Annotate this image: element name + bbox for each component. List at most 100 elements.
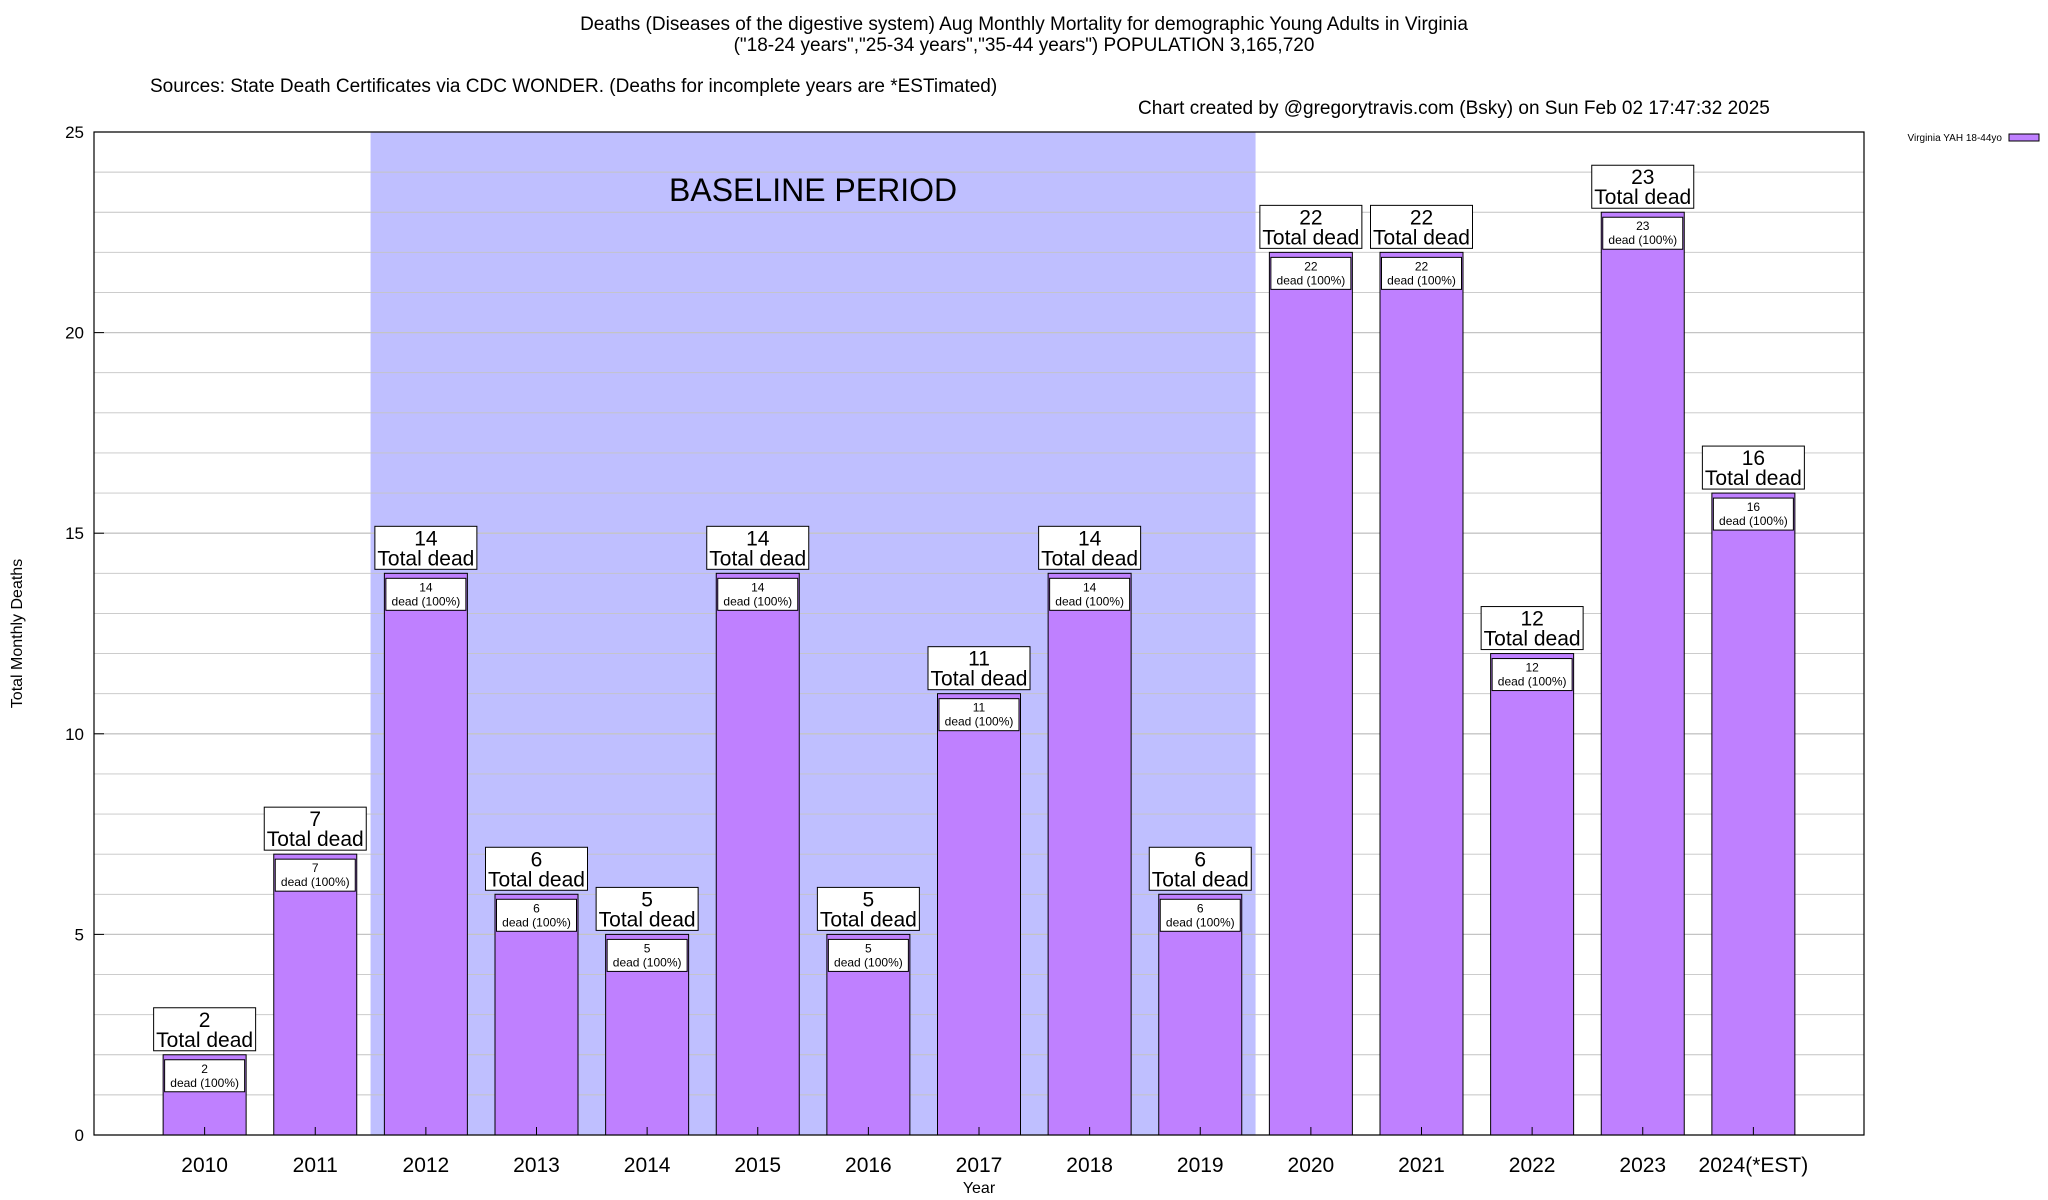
total-label-box [1370, 204, 1473, 249]
bar [1490, 653, 1575, 1136]
inner-value-label: 2 [201, 1062, 208, 1076]
inner-value-label: 22 [1415, 259, 1429, 273]
inner-percent-label: dead (100%) [1387, 273, 1456, 287]
inner-percent-label: dead (100%) [945, 715, 1014, 729]
total-value-label: 11 [968, 648, 990, 671]
total-value-label: 6 [531, 848, 543, 871]
total-value-label: 2 [199, 1009, 211, 1032]
total-label-box [1591, 164, 1695, 209]
inner-label-box [1270, 256, 1352, 290]
total-label-box [1259, 204, 1363, 249]
y-tick-label: 10 [65, 725, 84, 744]
inner-label-box [1712, 497, 1794, 531]
x-tick-label: 2013 [513, 1154, 560, 1177]
bar [383, 572, 468, 1136]
inner-label-box [274, 858, 356, 892]
total-value-label: 23 [1631, 166, 1654, 189]
x-tick-label: 2023 [1619, 1154, 1666, 1177]
inner-label-box [1159, 898, 1241, 932]
total-label-box [816, 886, 920, 931]
total-text-label: Total dead [1705, 467, 1802, 490]
source-row: Sources: State Death Certificates via CD… [0, 54, 2048, 120]
total-value-label: 6 [1194, 848, 1206, 871]
total-text-label: Total dead [1484, 628, 1581, 651]
total-label-box [1148, 846, 1252, 891]
x-tick-label: 2011 [293, 1154, 338, 1177]
inner-percent-label: dead (100%) [834, 955, 903, 969]
total-label-box [1701, 445, 1805, 490]
y-axis-label: Total Monthly Deaths [9, 559, 26, 708]
inner-percent-label: dead (100%) [502, 915, 571, 929]
x-tick-label: 2014 [624, 1154, 671, 1177]
total-text-label: Total dead [820, 908, 917, 931]
legend-label: Virginia YAH 18-44yo [1907, 133, 2002, 144]
x-tick-label: 2022 [1509, 1154, 1556, 1177]
inner-value-label: 5 [644, 941, 651, 955]
bar [1711, 492, 1796, 1136]
total-text-label: Total dead [1152, 868, 1249, 891]
y-tick-label: 5 [75, 925, 84, 944]
inner-value-label: 14 [751, 580, 765, 594]
x-tick-label: 2016 [845, 1154, 892, 1177]
inner-percent-label: dead (100%) [1608, 233, 1677, 247]
bar [1158, 893, 1243, 1136]
total-text-label: Total dead [1594, 186, 1691, 209]
inner-label-box [1049, 577, 1131, 611]
bar [715, 572, 800, 1136]
total-value-label: 12 [1520, 608, 1543, 631]
inner-label-box [938, 698, 1020, 732]
inner-label-box [717, 577, 799, 611]
inner-value-label: 14 [419, 580, 433, 594]
total-text-label: Total dead [267, 828, 364, 851]
inner-label-box [1491, 658, 1573, 692]
total-text-label: Total dead [377, 547, 474, 570]
x-tick-label: 2012 [403, 1154, 450, 1177]
total-value-label: 5 [641, 888, 653, 911]
inner-percent-label: dead (100%) [1166, 915, 1235, 929]
y-tick-label: 20 [65, 324, 84, 343]
total-text-label: Total dead [1373, 226, 1470, 249]
bar [1268, 251, 1353, 1136]
x-tick-label: 2019 [1177, 1154, 1224, 1177]
total-label-box [1038, 525, 1142, 570]
total-label-box [263, 806, 367, 851]
baseline-label: BASELINE PERIOD [669, 172, 957, 208]
x-tick-label: 2010 [181, 1154, 228, 1177]
total-value-label: 22 [1299, 206, 1322, 229]
bar [494, 893, 579, 1136]
inner-label-box [1381, 256, 1462, 290]
inner-value-label: 16 [1747, 500, 1761, 514]
title-line-1: Deaths (Diseases of the digestive system… [580, 14, 1468, 35]
inner-percent-label: dead (100%) [1277, 273, 1346, 287]
inner-percent-label: dead (100%) [392, 594, 461, 608]
total-value-label: 14 [1078, 527, 1102, 550]
total-label-box [927, 646, 1031, 691]
chart-title: Deaths (Diseases of the digestive system… [0, 14, 2048, 56]
total-value-label: 7 [309, 808, 321, 831]
inner-value-label: 22 [1304, 259, 1318, 273]
inner-value-label: 5 [865, 941, 872, 955]
inner-percent-label: dead (100%) [1719, 514, 1788, 528]
inner-value-label: 11 [973, 701, 986, 715]
total-text-label: Total dead [1262, 226, 1359, 249]
total-text-label: Total dead [709, 547, 806, 570]
source-text: Sources: State Death Certificates via CD… [150, 76, 998, 97]
x-tick-label: 2021 [1398, 1154, 1445, 1177]
bar [1047, 572, 1132, 1136]
bar [1379, 251, 1464, 1136]
total-value-label: 14 [746, 527, 770, 550]
title-line-2: ("18-24 years","25-34 years","35-44 year… [733, 35, 1315, 56]
total-label-box [153, 1007, 257, 1052]
total-label-box [374, 525, 478, 570]
total-label-box [706, 525, 810, 570]
inner-percent-label: dead (100%) [613, 955, 682, 969]
x-tick-label: 2024(*EST) [1699, 1154, 1809, 1177]
x-tick-label: 2018 [1066, 1154, 1113, 1177]
inner-label-box [1602, 216, 1684, 250]
inner-label-box [606, 938, 688, 972]
inner-label-box [496, 898, 577, 932]
total-label-box [595, 886, 699, 931]
inner-label-box [385, 577, 467, 611]
total-text-label: Total dead [599, 908, 696, 931]
